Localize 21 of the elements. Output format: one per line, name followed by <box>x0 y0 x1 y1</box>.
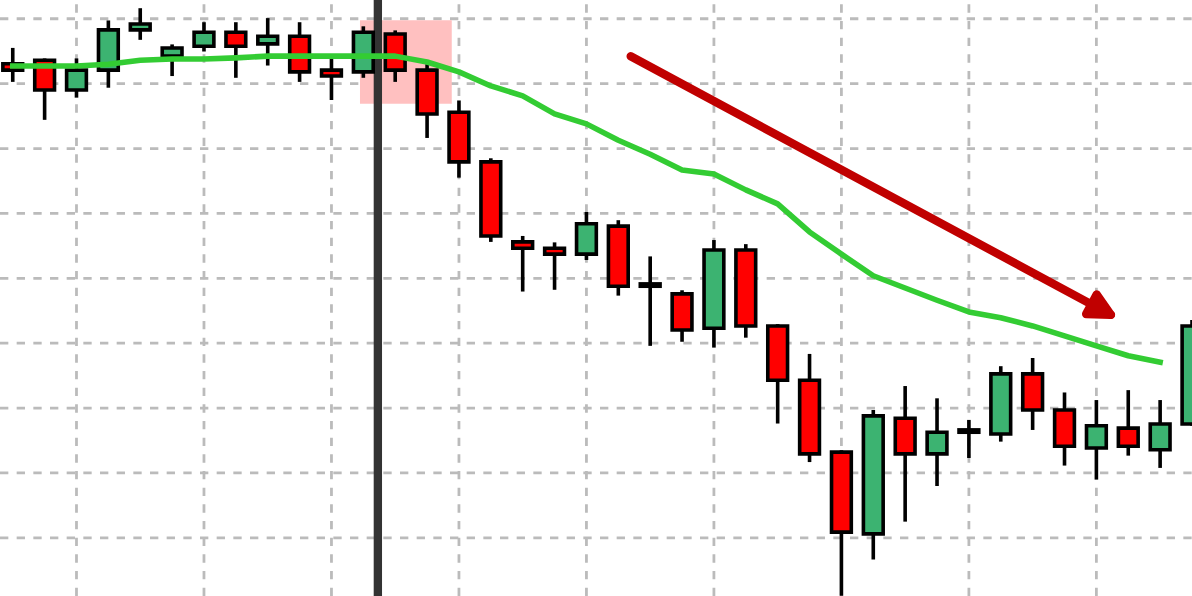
candlestick <box>511 235 535 292</box>
candlestick <box>224 22 248 78</box>
candlestick <box>128 8 152 40</box>
candlestick <box>925 398 949 487</box>
candlestick <box>893 386 917 522</box>
candlestick <box>64 58 89 98</box>
candlestick <box>319 58 344 100</box>
candlestick <box>670 290 694 342</box>
candlestick <box>1084 400 1109 480</box>
candlestick <box>192 22 216 52</box>
candlestick <box>1148 400 1172 468</box>
candlestick <box>415 64 439 138</box>
candlestick <box>1116 390 1140 456</box>
candlestick <box>574 212 599 261</box>
candlestick <box>160 44 184 77</box>
candlestick <box>1052 392 1077 466</box>
candlestick <box>638 256 662 346</box>
candlestick <box>1020 358 1045 430</box>
candlestick <box>957 419 981 458</box>
candlestick <box>256 18 280 66</box>
candlestick <box>542 242 567 290</box>
